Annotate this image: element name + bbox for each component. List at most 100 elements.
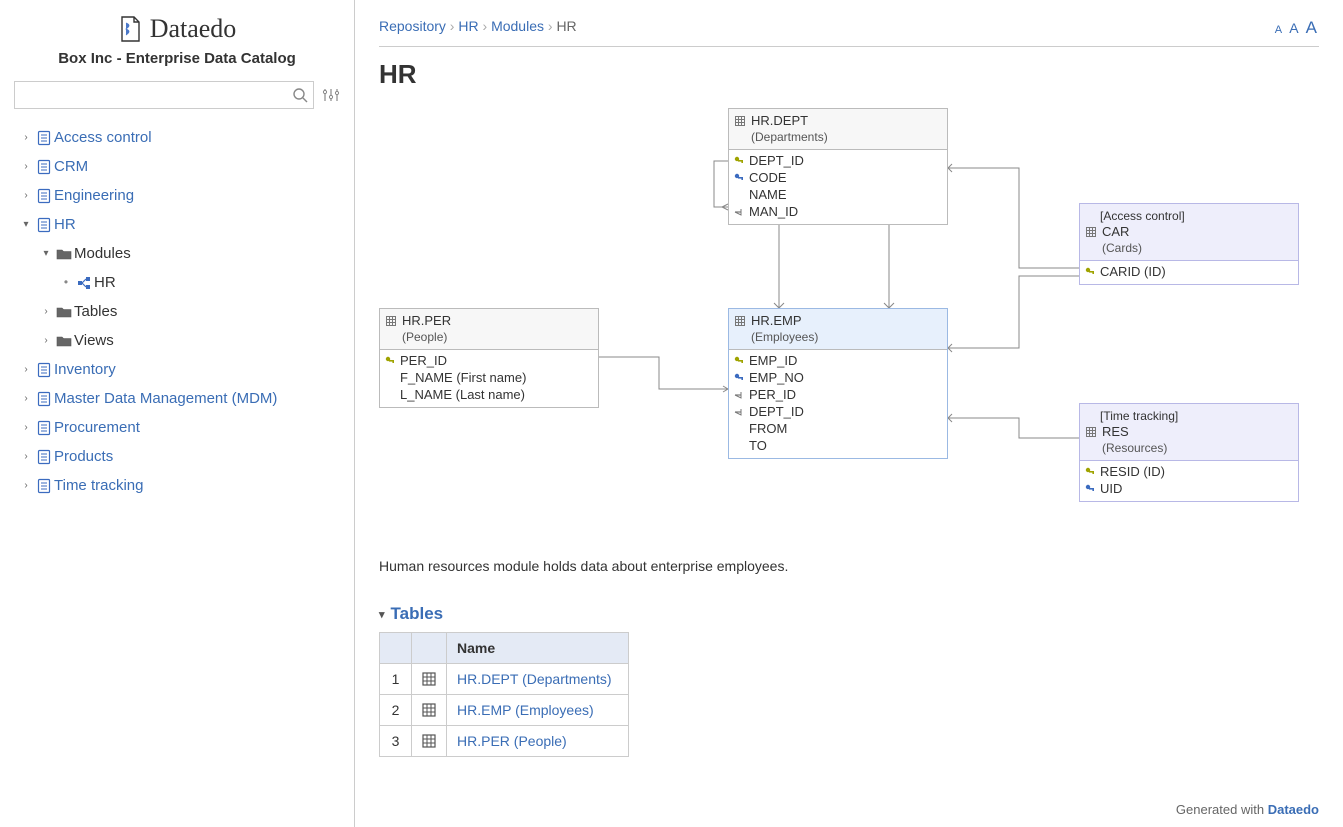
db-icon — [34, 130, 54, 146]
tree-item-engineering[interactable]: › Engineering — [0, 181, 354, 210]
col-icon — [412, 633, 447, 664]
entity-car[interactable]: [Access control]CAR(Cards)CARID (ID) — [1079, 203, 1299, 285]
column-name: DEPT_ID — [749, 404, 804, 419]
chevron-down-icon[interactable]: ▾ — [18, 211, 34, 238]
table-icon — [386, 316, 398, 326]
column: RESID (ID) — [1084, 463, 1294, 480]
table-link[interactable]: HR.PER (People) — [457, 733, 567, 749]
entity-per[interactable]: HR.PER(People)PER_IDF_NAME (First name)L… — [379, 308, 599, 408]
column: FROM — [733, 420, 943, 437]
divider — [379, 46, 1319, 47]
entity-subtitle: (Employees) — [751, 329, 941, 345]
logo[interactable]: Dataedo — [12, 14, 342, 44]
table-icon — [412, 664, 447, 695]
column-name: EMP_NO — [749, 370, 804, 385]
module-icon — [74, 275, 94, 291]
chevron-right-icon[interactable]: › — [38, 298, 54, 325]
entity-subtitle: (Resources) — [1102, 440, 1292, 456]
tree-item-time-tracking[interactable]: ›Time tracking — [0, 471, 354, 500]
entity-header: [Time tracking]RES(Resources) — [1080, 404, 1298, 461]
tables-list: Name 1HR.DEPT (Departments)2HR.EMP (Empl… — [379, 632, 629, 757]
tree-item-modules[interactable]: ▾Modules — [0, 239, 354, 268]
fk-icon — [733, 390, 745, 400]
entity-title: HR.DEPT — [751, 113, 808, 129]
table-row: 1HR.DEPT (Departments) — [380, 664, 629, 695]
tree-item-hr[interactable]: •HR — [0, 268, 354, 297]
db-icon — [34, 449, 54, 465]
chevron-right-icon[interactable]: › — [18, 472, 34, 499]
table-link[interactable]: HR.DEPT (Departments) — [457, 671, 612, 687]
db-icon — [34, 391, 54, 407]
chevron-right-icon[interactable]: • — [58, 269, 74, 296]
pk-icon — [1084, 467, 1096, 477]
chevron-right-icon[interactable]: › — [18, 124, 34, 151]
entity-res[interactable]: [Time tracking]RES(Resources)RESID (ID)U… — [1079, 403, 1299, 502]
footer-brand-link[interactable]: Dataedo — [1268, 802, 1319, 817]
chevron-right-icon[interactable]: › — [18, 414, 34, 441]
tree-item-crm[interactable]: ›CRM — [0, 152, 354, 181]
tree-item-master-data-management-mdm-[interactable]: ›Master Data Management (MDM) — [0, 384, 354, 413]
column-name: CODE — [749, 170, 787, 185]
search-icon[interactable] — [291, 86, 309, 104]
table-link[interactable]: HR.EMP (Employees) — [457, 702, 594, 718]
row-index: 2 — [380, 695, 412, 726]
search-input[interactable] — [15, 82, 313, 108]
col-index — [380, 633, 412, 664]
entity-emp[interactable]: HR.EMP(Employees)EMP_IDEMP_NOPER_IDDEPT_… — [728, 308, 948, 459]
pk-icon — [1084, 267, 1096, 277]
chevron-right-icon[interactable]: › — [38, 327, 54, 354]
entity-title: CAR — [1102, 224, 1129, 240]
chevron-right-icon[interactable]: › — [18, 443, 34, 470]
column: MAN_ID — [733, 203, 943, 220]
entity-columns: RESID (ID)UID — [1080, 461, 1298, 501]
table-row: 3 HR.PER (People) — [380, 726, 629, 757]
entity-columns: EMP_IDEMP_NOPER_IDDEPT_IDFROMTO — [729, 350, 947, 458]
row-name-cell: HR.PER (People) — [447, 726, 629, 757]
filter-icon[interactable] — [322, 86, 340, 104]
tables-section-header[interactable]: ▾ Tables — [379, 604, 1319, 624]
column-name: PER_ID — [400, 353, 447, 368]
tree-item-products[interactable]: › Products — [0, 442, 354, 471]
breadcrumb-item[interactable]: HR — [458, 18, 478, 34]
tree-item-label: HR — [54, 211, 76, 238]
row-index: 3 — [380, 726, 412, 757]
sidebar-header: Dataedo Box Inc - Enterprise Data Catalo… — [0, 0, 354, 73]
column-name: F_NAME (First name) — [400, 370, 526, 385]
chevron-right-icon[interactable]: › — [18, 385, 34, 412]
entity-dept[interactable]: HR.DEPT(Departments)DEPT_IDCODENAMEMAN_I… — [728, 108, 948, 225]
chevron-right-icon[interactable]: › — [18, 153, 34, 180]
row-name-cell: HR.DEPT (Departments) — [447, 664, 629, 695]
tree-item-access-control[interactable]: ›Access control — [0, 123, 354, 152]
entity-subtitle: (People) — [402, 329, 592, 345]
tree-item-inventory[interactable]: › Inventory — [0, 355, 354, 384]
chevron-down-icon[interactable]: ▾ — [38, 240, 54, 267]
column: PER_ID — [384, 352, 594, 369]
breadcrumb-item[interactable]: Modules — [491, 18, 544, 34]
tree-item-hr[interactable]: ▾ HR — [0, 210, 354, 239]
table-icon — [1086, 427, 1098, 437]
tree-item-tables[interactable]: ›Tables — [0, 297, 354, 326]
tree-item-label: Inventory — [54, 356, 116, 383]
entity-columns: CARID (ID) — [1080, 261, 1298, 284]
font-medium[interactable]: A — [1289, 20, 1300, 36]
tree-item-views[interactable]: ›Views — [0, 326, 354, 355]
logo-icon — [118, 15, 142, 43]
font-large[interactable]: A — [1306, 18, 1319, 37]
entity-header: HR.PER(People) — [380, 309, 598, 350]
entity-subtitle: (Departments) — [751, 129, 941, 145]
breadcrumb: Repository › HR › Modules › HR — [379, 18, 577, 34]
tree-item-procurement[interactable]: ›Procurement — [0, 413, 354, 442]
font-small[interactable]: A — [1275, 24, 1284, 36]
entity-header: HR.EMP(Employees) — [729, 309, 947, 350]
tree-item-label: Products — [54, 443, 113, 470]
column: CARID (ID) — [1084, 263, 1294, 280]
tree-item-label: Engineering — [54, 182, 134, 209]
column: DEPT_ID — [733, 403, 943, 420]
table-icon — [735, 316, 747, 326]
breadcrumb-item[interactable]: Repository — [379, 18, 446, 34]
breadcrumb-item: HR — [556, 18, 576, 34]
chevron-right-icon[interactable]: › — [18, 356, 34, 383]
search-box[interactable] — [14, 81, 314, 109]
chevron-right-icon[interactable]: › — [18, 182, 34, 209]
column: F_NAME (First name) — [384, 369, 594, 386]
